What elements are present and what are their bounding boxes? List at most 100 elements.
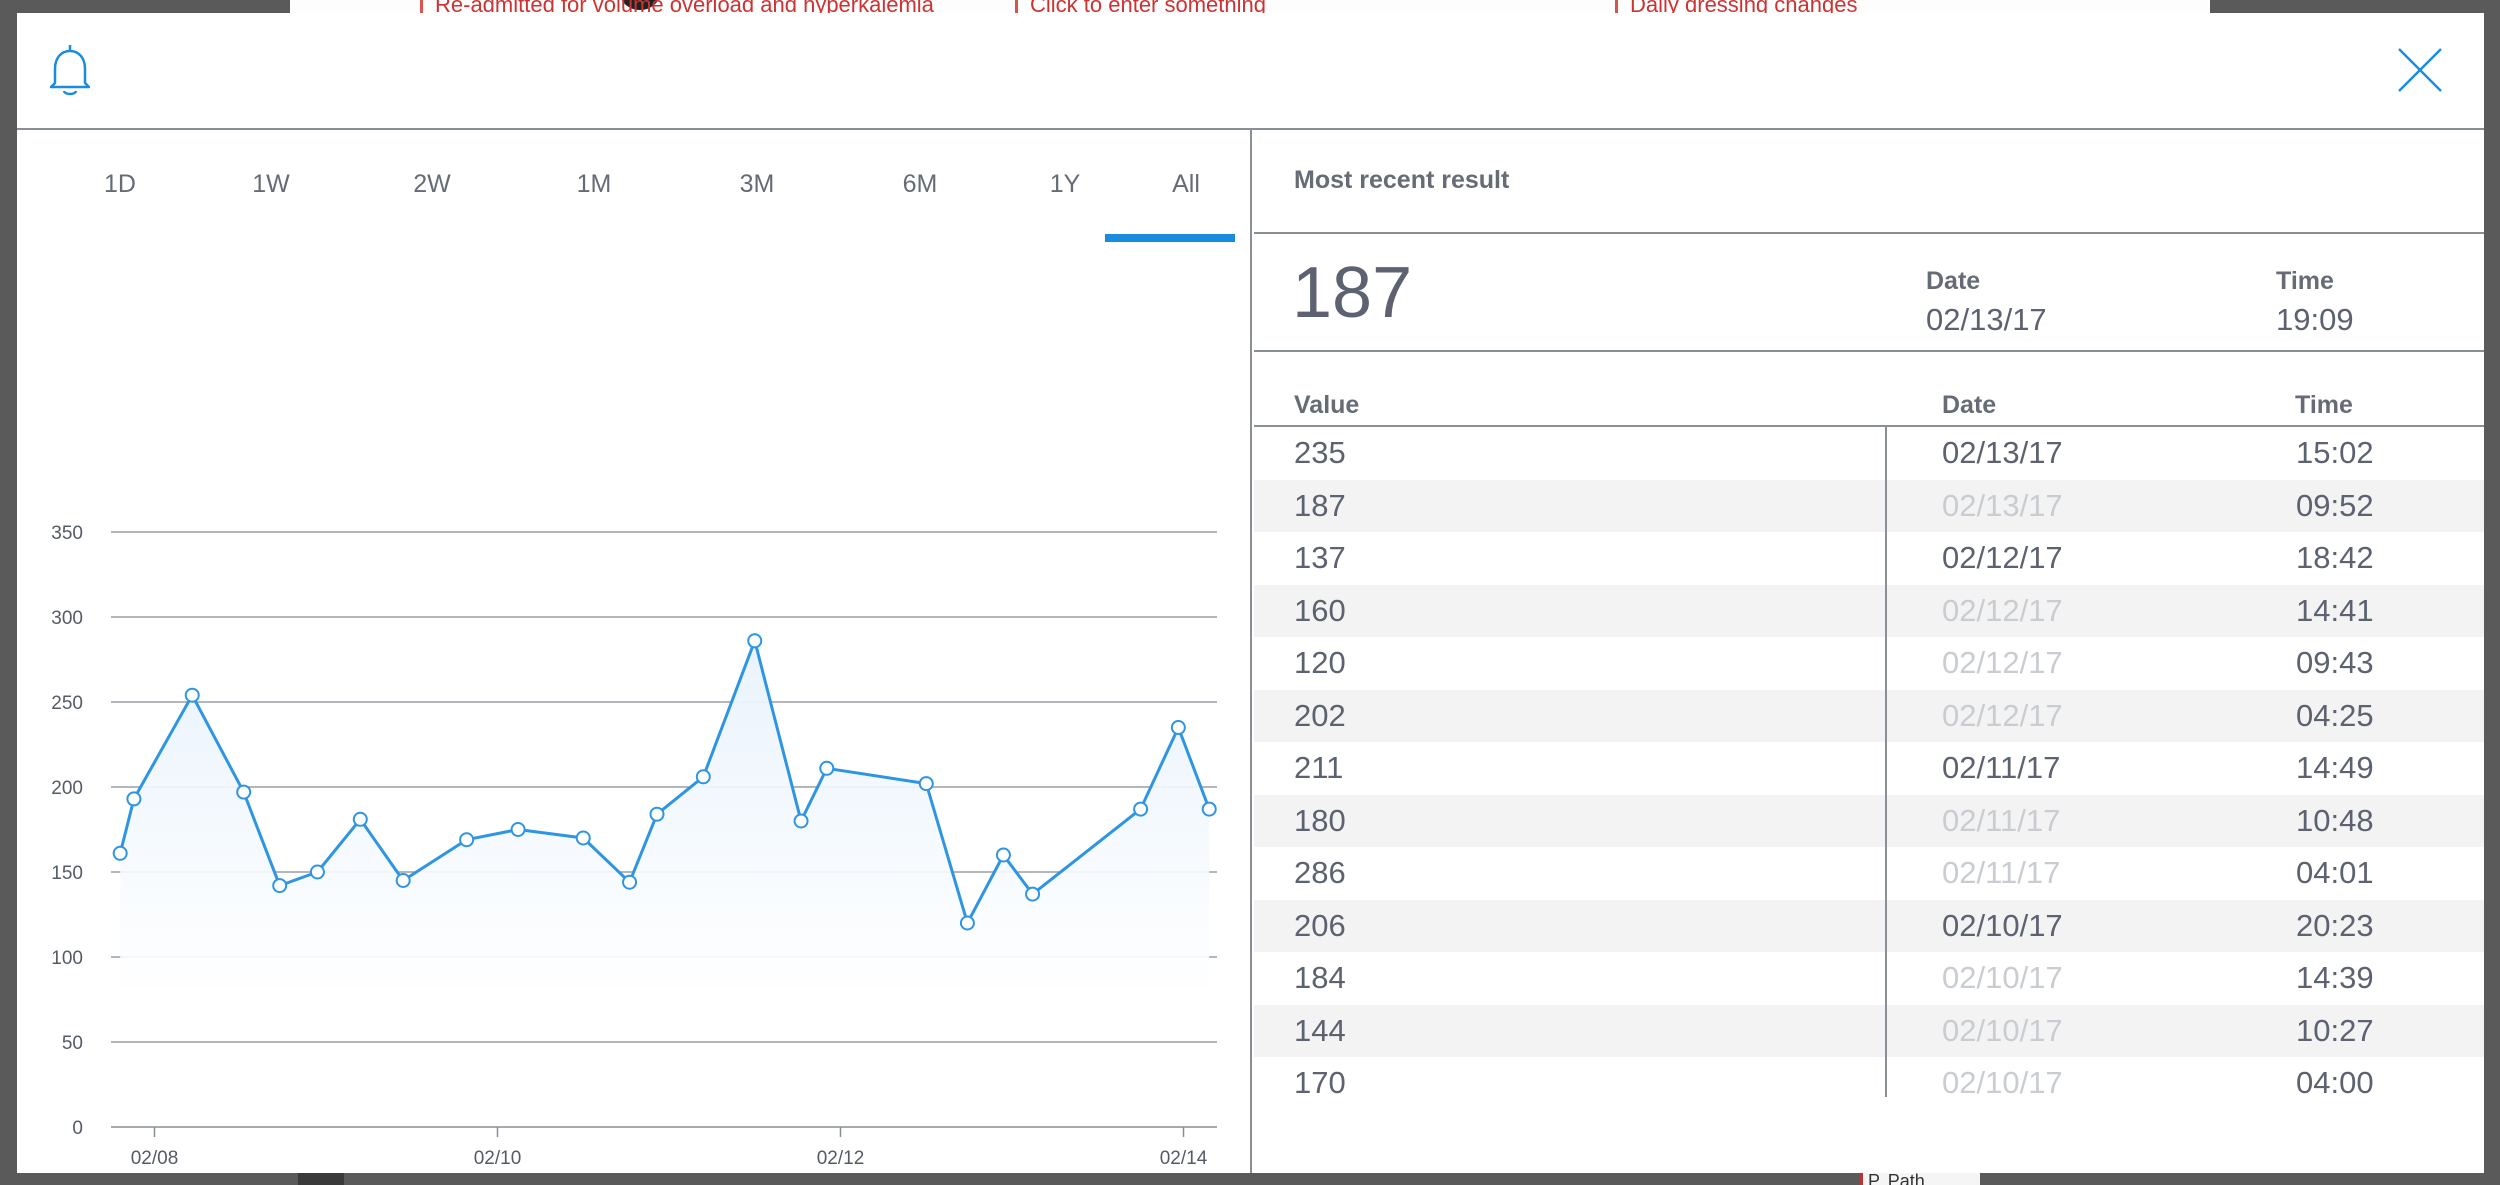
- data-point[interactable]: [695, 769, 711, 785]
- bell-icon[interactable]: [47, 43, 93, 97]
- data-point[interactable]: [1201, 801, 1217, 817]
- divider: [1254, 232, 2484, 234]
- background-divider: [1615, 0, 1618, 14]
- table-row[interactable]: 160 02/12/17 14:41: [1254, 584, 2484, 637]
- cell-date: 02/11/17: [1942, 855, 2061, 890]
- background-page: Re-admitted for volume overload and hype…: [290, 0, 2210, 17]
- range-tabs: 1D 1W 2W 1M 3M 6M 1Y All: [17, 130, 1252, 242]
- cell-date: 02/12/17: [1942, 697, 2063, 733]
- table-row[interactable]: 206 02/10/17 20:23: [1254, 899, 2484, 952]
- background-tag: P. Path: [1860, 1173, 1980, 1185]
- cell-date: 02/10/17: [1942, 1012, 2063, 1048]
- background-divider: [1860, 1173, 1863, 1185]
- data-point[interactable]: [793, 813, 809, 829]
- table-row[interactable]: 184 02/10/17 14:39: [1254, 952, 2484, 1005]
- tab-2w[interactable]: 2W: [413, 170, 451, 198]
- table-row[interactable]: 202 02/12/17 04:25: [1254, 689, 2484, 742]
- data-point[interactable]: [622, 874, 638, 890]
- data-point[interactable]: [395, 873, 411, 888]
- recent-date-label: Date: [1926, 267, 1981, 295]
- cell-time: 09:52: [2296, 487, 2374, 523]
- tab-all[interactable]: All: [1172, 170, 1200, 198]
- cell-date: 02/10/17: [1942, 960, 2063, 995]
- table-row[interactable]: 144 02/10/17 10:27: [1254, 1004, 2484, 1057]
- cell-time: 04:25: [2296, 697, 2374, 733]
- results-table-header: Value Date Time: [1254, 391, 2484, 427]
- data-point[interactable]: [112, 845, 128, 861]
- data-point[interactable]: [1025, 886, 1041, 902]
- table-row[interactable]: 235 02/13/17 15:02: [1254, 427, 2484, 480]
- column-divider: [1885, 427, 1887, 1097]
- table-row[interactable]: 211 02/11/17 14:49: [1254, 742, 2484, 795]
- divider: [1254, 350, 2484, 352]
- data-point[interactable]: [1170, 720, 1186, 735]
- data-point[interactable]: [747, 633, 763, 649]
- tab-1m[interactable]: 1M: [576, 170, 612, 198]
- cell-value: 120: [1294, 645, 1346, 680]
- table-row[interactable]: 170 02/10/17 04:00: [1254, 1057, 2484, 1110]
- table-row[interactable]: 120 02/12/17 09:43: [1254, 637, 2484, 690]
- data-point[interactable]: [819, 760, 835, 776]
- cell-time: 04:00: [2296, 1065, 2374, 1100]
- y-tick-label: 300: [51, 608, 83, 629]
- data-point[interactable]: [184, 687, 200, 703]
- most-recent-value: 187: [1292, 253, 1413, 333]
- cell-date: 02/10/17: [1942, 907, 2063, 943]
- tab-6m[interactable]: 6M: [902, 170, 938, 198]
- active-tab-indicator: [1105, 234, 1235, 242]
- results-line-chart: 0 50 100 150 200 250 300 350 02/08 02/10 02/12 02/1…: [51, 523, 1217, 1169]
- y-tick-label: 100: [51, 948, 83, 969]
- table-row[interactable]: 286 02/11/17 04:01: [1254, 847, 2484, 900]
- cell-time: 20:23: [2296, 907, 2374, 943]
- cell-time: 10:48: [2296, 802, 2374, 838]
- recent-time: 19:09: [2276, 302, 2354, 337]
- cell-time: 14:39: [2296, 960, 2374, 995]
- data-point[interactable]: [272, 878, 288, 894]
- data-point[interactable]: [649, 806, 665, 822]
- chart-pane: 1D 1W 2W 1M 3M 6M 1Y All 0 50 100 150 200 250…: [17, 130, 1252, 1173]
- table-row[interactable]: 187 02/13/17 09:52: [1254, 479, 2484, 532]
- data-point[interactable]: [918, 776, 934, 792]
- data-point[interactable]: [126, 791, 142, 807]
- cell-time: 10:27: [2296, 1012, 2374, 1048]
- cell-time: 15:02: [2296, 435, 2374, 470]
- data-point[interactable]: [1133, 801, 1149, 817]
- cell-date: 02/10/17: [1942, 1065, 2063, 1100]
- cell-value: 160: [1294, 592, 1346, 628]
- cell-value: 184: [1294, 960, 1346, 995]
- data-point[interactable]: [309, 864, 325, 880]
- y-tick-label: 0: [72, 1118, 83, 1139]
- data-point[interactable]: [959, 915, 975, 931]
- table-row[interactable]: 137 02/12/17 18:42: [1254, 532, 2484, 585]
- column-header-date: Date: [1942, 391, 1997, 419]
- data-point[interactable]: [459, 832, 475, 848]
- data-point[interactable]: [352, 811, 368, 827]
- data-point[interactable]: [236, 784, 252, 800]
- recent-time-label: Time: [2276, 267, 2334, 295]
- table-row[interactable]: 180 02/11/17 10:48: [1254, 794, 2484, 847]
- results-table-body: 235 02/13/17 15:02 187 02/13/17 09:52 137 02/12…: [1254, 427, 2484, 1110]
- cell-value: 206: [1294, 907, 1346, 943]
- cell-time: 09:43: [2296, 645, 2374, 680]
- data-point[interactable]: [995, 847, 1011, 863]
- data-point[interactable]: [575, 830, 591, 846]
- most-recent-title: Most recent result: [1294, 166, 1510, 194]
- background-block: [298, 1173, 344, 1185]
- tab-3m[interactable]: 3M: [739, 170, 775, 198]
- cell-time: 18:42: [2296, 540, 2374, 575]
- tab-1d[interactable]: 1D: [104, 170, 136, 198]
- tab-1y[interactable]: 1Y: [1049, 170, 1081, 198]
- cell-date: 02/12/17: [1942, 540, 2063, 575]
- series-line: [118, 639, 1211, 925]
- cell-value: 286: [1294, 855, 1346, 890]
- cell-value: 187: [1294, 487, 1346, 523]
- y-tick-label: 50: [62, 1033, 83, 1054]
- cell-time: 14:41: [2296, 592, 2374, 628]
- data-point[interactable]: [510, 822, 526, 837]
- tab-1w[interactable]: 1W: [252, 170, 290, 198]
- column-header-value: Value: [1294, 391, 1360, 419]
- x-tick-label: 02/10: [474, 1148, 522, 1169]
- cell-value: 144: [1294, 1012, 1346, 1048]
- close-icon[interactable]: [2397, 47, 2443, 93]
- cell-value: 235: [1294, 435, 1346, 470]
